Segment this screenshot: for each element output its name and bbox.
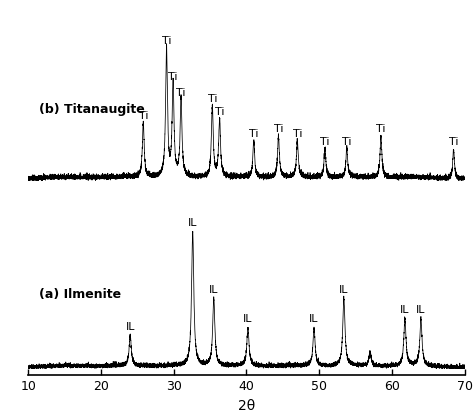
Text: Ti: Ti [292, 129, 302, 139]
Text: Ti: Ti [138, 111, 148, 121]
X-axis label: 2θ: 2θ [238, 399, 255, 413]
Text: IL: IL [126, 322, 135, 332]
Text: Ti: Ti [168, 72, 178, 82]
Text: Ti: Ti [376, 124, 386, 134]
Text: (a) Ilmenite: (a) Ilmenite [39, 288, 121, 301]
Text: Ti: Ti [208, 94, 217, 104]
Text: Ti: Ti [162, 36, 171, 46]
Text: Ti: Ti [176, 88, 186, 98]
Text: Ti: Ti [273, 124, 283, 134]
Text: Ti: Ti [320, 137, 330, 147]
Text: IL: IL [310, 314, 319, 324]
Text: IL: IL [416, 305, 426, 315]
Text: Ti: Ti [249, 129, 258, 139]
Text: IL: IL [339, 285, 348, 295]
Text: (b) Titanaugite: (b) Titanaugite [39, 103, 145, 116]
Text: Ti: Ti [215, 107, 224, 117]
Text: Ti: Ti [449, 137, 458, 147]
Text: IL: IL [188, 218, 198, 228]
Text: IL: IL [243, 314, 253, 324]
Text: Ti: Ti [342, 137, 352, 147]
Text: IL: IL [400, 305, 410, 315]
Text: IL: IL [209, 285, 219, 295]
